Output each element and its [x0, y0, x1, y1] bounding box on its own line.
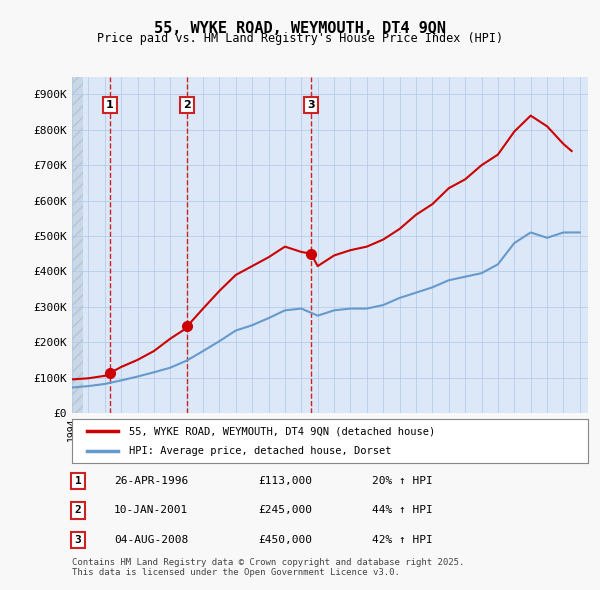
Text: £245,000: £245,000 [258, 506, 312, 515]
Text: 55, WYKE ROAD, WEYMOUTH, DT4 9QN (detached house): 55, WYKE ROAD, WEYMOUTH, DT4 9QN (detach… [129, 427, 435, 436]
Text: 04-AUG-2008: 04-AUG-2008 [114, 535, 188, 545]
Text: 3: 3 [307, 100, 315, 110]
Text: Contains HM Land Registry data © Crown copyright and database right 2025.
This d: Contains HM Land Registry data © Crown c… [72, 558, 464, 577]
Text: 3: 3 [74, 535, 82, 545]
Text: 20% ↑ HPI: 20% ↑ HPI [372, 476, 433, 486]
Text: 10-JAN-2001: 10-JAN-2001 [114, 506, 188, 515]
Text: 1: 1 [106, 100, 114, 110]
Text: 55, WYKE ROAD, WEYMOUTH, DT4 9QN: 55, WYKE ROAD, WEYMOUTH, DT4 9QN [154, 21, 446, 35]
Text: £113,000: £113,000 [258, 476, 312, 486]
Text: 2: 2 [183, 100, 191, 110]
Text: 2: 2 [74, 506, 82, 515]
Text: 44% ↑ HPI: 44% ↑ HPI [372, 506, 433, 515]
Text: £450,000: £450,000 [258, 535, 312, 545]
Text: HPI: Average price, detached house, Dorset: HPI: Average price, detached house, Dors… [129, 446, 391, 455]
Bar [72, 77, 83, 413]
Text: 42% ↑ HPI: 42% ↑ HPI [372, 535, 433, 545]
Text: 26-APR-1996: 26-APR-1996 [114, 476, 188, 486]
Text: 1: 1 [74, 476, 82, 486]
Text: Price paid vs. HM Land Registry's House Price Index (HPI): Price paid vs. HM Land Registry's House … [97, 32, 503, 45]
